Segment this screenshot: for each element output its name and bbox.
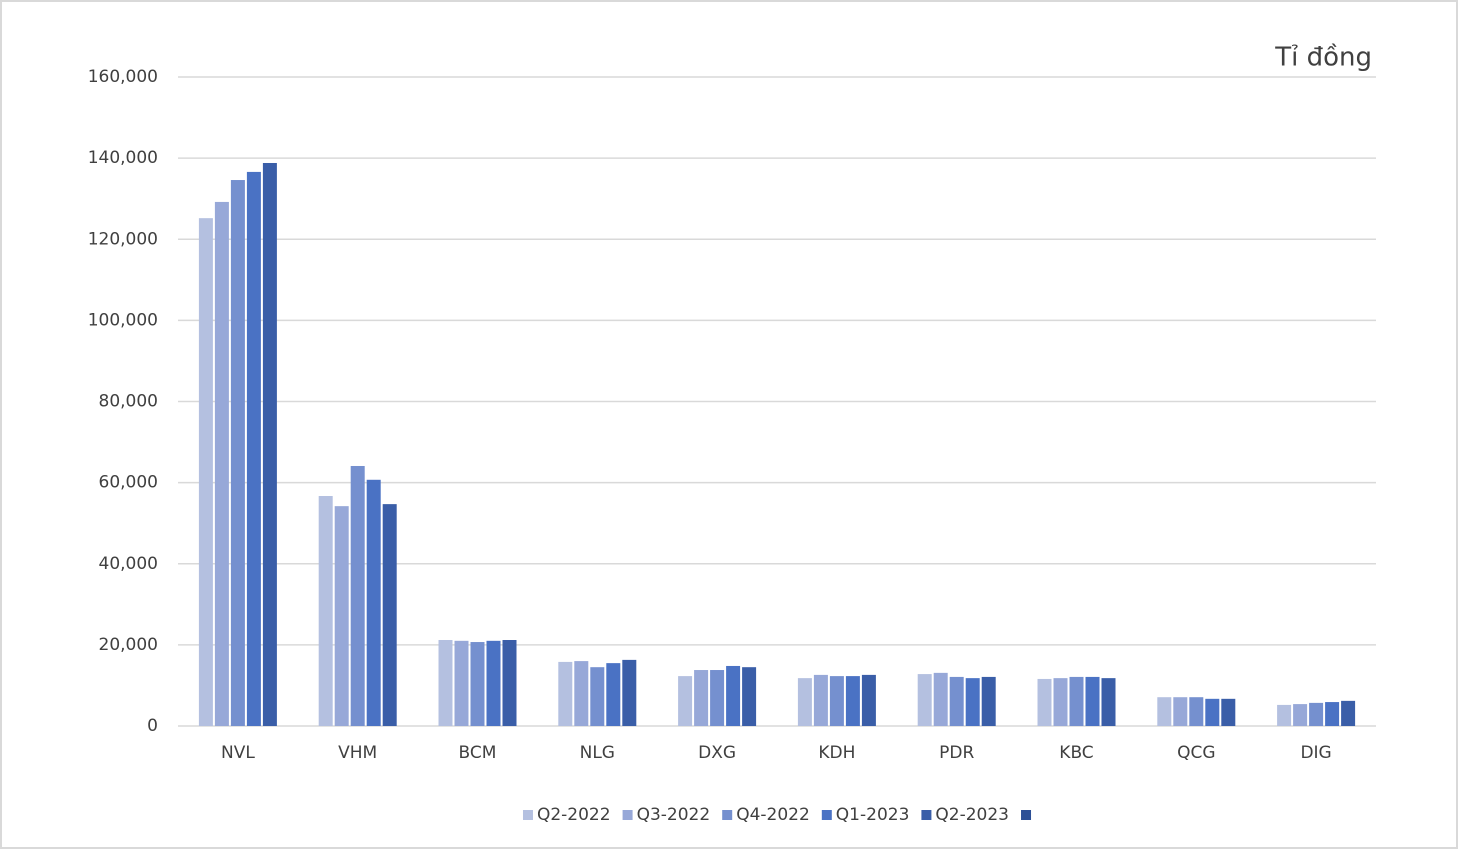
bar [1101, 678, 1116, 726]
bar [1221, 698, 1236, 726]
bar [198, 218, 213, 726]
bar [350, 465, 365, 726]
legend-swatch [821, 810, 832, 820]
bar [845, 676, 860, 726]
bar [382, 504, 397, 726]
legend-label: Q2-2022 [537, 805, 611, 825]
x-tick-label: NVL [221, 743, 255, 763]
bar [1069, 676, 1084, 726]
x-tick-label: BCM [459, 743, 497, 763]
bar [486, 640, 501, 726]
y-tick-label: 80,000 [99, 392, 158, 412]
legend-swatch [522, 810, 533, 820]
bar [558, 661, 573, 726]
bar [949, 676, 964, 726]
x-tick-label: DXG [698, 743, 736, 763]
bar [366, 479, 381, 726]
bar [1085, 676, 1100, 726]
bar [214, 201, 229, 726]
bar [1205, 698, 1220, 726]
bar [334, 506, 349, 726]
y-tick-label: 160,000 [88, 67, 158, 87]
y-tick-label: 120,000 [88, 229, 158, 249]
bar [502, 640, 517, 726]
bar [965, 678, 980, 726]
bar [1293, 704, 1308, 726]
bar [710, 670, 725, 726]
bar [622, 659, 637, 726]
bar [813, 674, 828, 726]
bar [1325, 702, 1340, 726]
bar [678, 676, 693, 726]
bar [1341, 700, 1356, 726]
bar [574, 661, 589, 726]
bar [1037, 678, 1052, 726]
unit-label: Tỉ đồng [1274, 43, 1372, 73]
legend-swatch [622, 810, 633, 820]
x-tick-label: VHM [338, 743, 377, 763]
y-tick-label: 140,000 [88, 148, 158, 168]
bar [1277, 704, 1292, 726]
x-tick-label: DIG [1300, 743, 1331, 763]
bar [590, 667, 605, 726]
bar [1189, 697, 1204, 726]
y-tick-label: 20,000 [99, 635, 158, 655]
x-tick-label: QCG [1177, 743, 1215, 763]
x-tick-label: KDH [818, 743, 855, 763]
bar [1309, 702, 1324, 726]
bar [1173, 697, 1188, 726]
bar [933, 672, 948, 726]
legend-swatch [1021, 810, 1032, 820]
legend-label: Q3-2022 [637, 805, 711, 825]
y-tick-label: 60,000 [99, 473, 158, 493]
bar [1053, 678, 1068, 726]
bar [318, 496, 333, 726]
bar [1157, 697, 1172, 726]
y-tick-label: 40,000 [99, 554, 158, 574]
bar [726, 665, 741, 726]
x-tick-label: PDR [939, 743, 974, 763]
legend-label: Q4-2022 [736, 805, 810, 825]
bar [917, 674, 932, 726]
bar [454, 640, 469, 726]
bar [470, 642, 485, 726]
legend-label: Q2-2023 [935, 805, 1009, 825]
bar [262, 162, 277, 726]
legend-label: Q1-2023 [836, 805, 910, 825]
bar [829, 676, 844, 726]
legend-swatch [921, 810, 932, 820]
y-tick-label: 100,000 [88, 310, 158, 330]
bar [797, 678, 812, 726]
bar [981, 676, 996, 726]
x-tick-label: KBC [1059, 743, 1093, 763]
bar [246, 171, 261, 726]
bar [742, 667, 757, 726]
y-tick-label: 0 [147, 716, 158, 736]
x-tick-label: NLG [580, 743, 615, 763]
legend-swatch [722, 810, 733, 820]
bar [606, 663, 621, 726]
bar [438, 640, 453, 726]
bar [230, 180, 245, 726]
bar [861, 674, 876, 726]
bar [694, 670, 709, 726]
